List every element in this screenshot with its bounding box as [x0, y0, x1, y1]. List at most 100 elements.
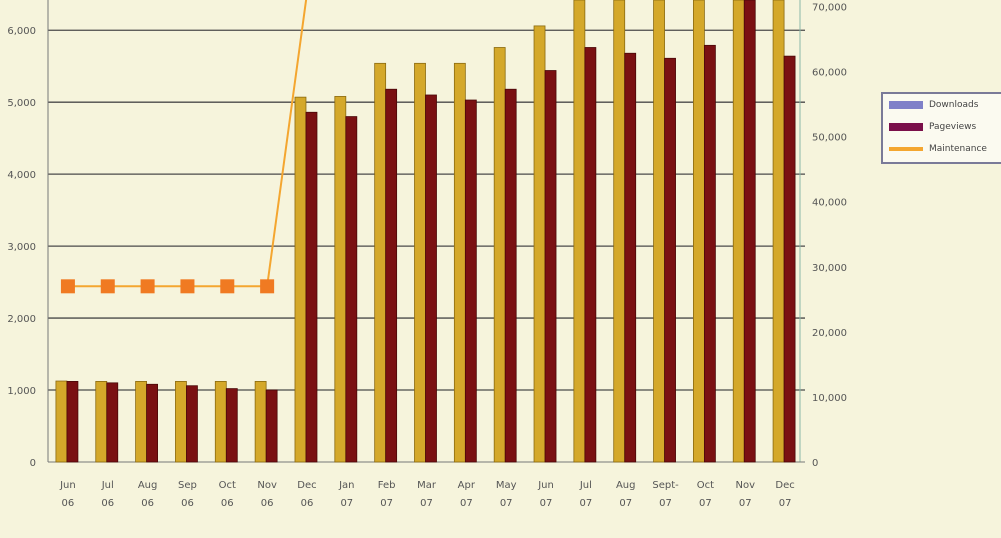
- bar-series2: [425, 94, 437, 463]
- bar-series2: [783, 55, 796, 463]
- legend-label: Maintenance: [929, 144, 987, 154]
- right-tick-label: 50,000: [812, 133, 847, 144]
- legend-swatch: [889, 147, 923, 151]
- left-tick-label: 6,000: [7, 26, 36, 37]
- right-tick-label: 30,000: [812, 263, 847, 274]
- bar-series1: [772, 0, 785, 463]
- left-tick-label: 2,000: [7, 314, 36, 325]
- bar-series2: [504, 88, 517, 463]
- x-tick-label: 07: [659, 498, 672, 509]
- bar-series1: [653, 0, 665, 463]
- x-tick-label: Jun: [537, 480, 554, 491]
- x-tick-label: 07: [779, 498, 792, 509]
- x-tick-label: Sep: [178, 480, 197, 491]
- bar-series2: [464, 99, 477, 463]
- x-tick-label: Dec: [775, 480, 794, 491]
- bar-series2: [703, 44, 716, 463]
- x-tick-label: 06: [261, 498, 274, 509]
- x-tick-label: Aug: [616, 480, 636, 491]
- x-tick-label: 06: [181, 498, 194, 509]
- x-tick-label: Jun: [59, 480, 76, 491]
- bar-series1: [453, 62, 466, 463]
- x-tick-label: Aug: [138, 480, 158, 491]
- left-tick-label: 5,000: [7, 98, 36, 109]
- bar-series1: [692, 0, 705, 463]
- bar-series2: [265, 389, 278, 463]
- bar-series2: [186, 385, 198, 463]
- right-tick-label: 70,000: [812, 3, 847, 14]
- x-tick-label: 07: [739, 498, 752, 509]
- legend-label: Pageviews: [929, 122, 977, 132]
- left-tick-label: 0: [30, 458, 36, 469]
- x-tick-label: 07: [420, 498, 433, 509]
- x-tick-label: May: [496, 480, 517, 491]
- bar-series2: [385, 88, 398, 463]
- left-tick-label: 4,000: [7, 170, 36, 181]
- legend-item: Downloads: [883, 94, 1001, 116]
- bar-series2: [106, 382, 119, 463]
- bar-series1: [374, 62, 387, 463]
- bar-series1: [95, 381, 108, 463]
- legend-swatch: [889, 123, 923, 131]
- x-tick-label: Nov: [735, 480, 755, 491]
- line-marker: [140, 279, 155, 294]
- x-tick-label: 06: [301, 498, 314, 509]
- x-tick-label: Jan: [338, 480, 354, 491]
- x-tick-label: 07: [460, 498, 473, 509]
- bar-series1: [294, 96, 307, 463]
- line-marker: [260, 279, 275, 294]
- legend-label: Downloads: [929, 100, 979, 110]
- bar-series1: [254, 381, 267, 463]
- legend-swatch: [889, 101, 923, 109]
- x-tick-label: 07: [699, 498, 712, 509]
- bar-series1: [573, 0, 586, 463]
- right-tick-label: 10,000: [812, 393, 847, 404]
- bar-series2: [225, 388, 238, 463]
- bar-series2: [584, 47, 597, 463]
- bar-series2: [624, 52, 637, 463]
- legend-item: Pageviews: [883, 116, 1001, 138]
- x-tick-label: Jul: [101, 480, 114, 491]
- bar-series1: [334, 96, 347, 463]
- x-tick-label: Dec: [297, 480, 316, 491]
- bar-series1: [175, 381, 187, 463]
- bar-series1: [55, 380, 68, 463]
- x-tick-label: 07: [580, 498, 593, 509]
- x-tick-label: 07: [619, 498, 632, 509]
- bar-series1: [613, 0, 626, 463]
- legend: Downloads Pageviews Maintenance: [881, 92, 1001, 164]
- bar-series1: [493, 47, 506, 463]
- left-tick-label: 3,000: [7, 242, 36, 253]
- bar-series1: [533, 25, 546, 463]
- left-tick-label: 1,000: [7, 386, 36, 397]
- line-marker: [220, 279, 235, 294]
- x-tick-label: Oct: [219, 480, 236, 491]
- x-tick-label: Mar: [417, 480, 437, 491]
- x-tick-label: Apr: [458, 480, 476, 491]
- x-tick-label: 07: [380, 498, 393, 509]
- bar-series1: [214, 381, 227, 463]
- right-tick-label: 60,000: [812, 68, 847, 79]
- legend-item: Maintenance: [883, 138, 1001, 160]
- right-tick-label: 20,000: [812, 328, 847, 339]
- line-marker: [60, 279, 75, 294]
- line-marker: [100, 279, 115, 294]
- x-tick-label: 07: [500, 498, 513, 509]
- right-tick-label: 0: [812, 458, 818, 469]
- bar-series2: [305, 111, 318, 463]
- bar-series2: [345, 116, 358, 463]
- x-tick-label: Sept-: [652, 480, 679, 491]
- bar-series2: [544, 70, 557, 463]
- x-tick-label: 07: [540, 498, 553, 509]
- x-tick-label: 06: [62, 498, 75, 509]
- bar-series2: [664, 57, 676, 463]
- bar-series1: [732, 0, 745, 463]
- x-tick-label: Feb: [378, 480, 396, 491]
- x-tick-label: 07: [340, 498, 353, 509]
- x-tick-label: 06: [101, 498, 114, 509]
- bar-series2: [66, 381, 79, 463]
- line-marker: [180, 279, 195, 294]
- bar-series1: [135, 381, 148, 463]
- x-tick-label: 06: [221, 498, 234, 509]
